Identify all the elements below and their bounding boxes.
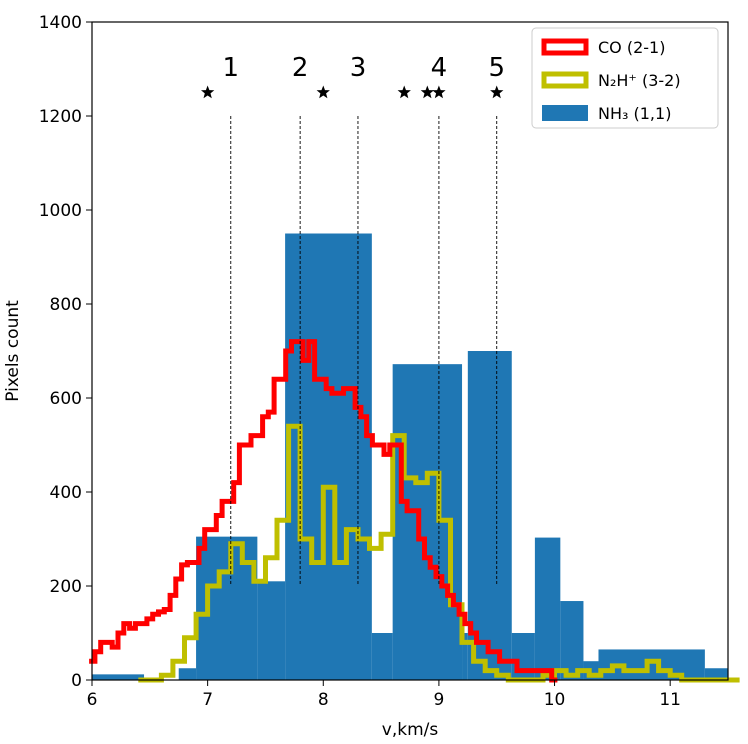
y-tick-label-600: 600 xyxy=(50,389,82,409)
y-tick-label-200: 200 xyxy=(50,577,82,597)
nh3-bar-0 xyxy=(92,674,145,680)
x-axis-label: v,km/s xyxy=(382,720,439,740)
y-tick-label-1200: 1200 xyxy=(39,107,82,127)
star-marker-5 xyxy=(432,85,446,99)
annotation-number-4: 4 xyxy=(431,53,448,83)
series-lines xyxy=(89,339,740,683)
star-marker-1 xyxy=(201,85,215,99)
legend-label-co: CO (2-1) xyxy=(598,38,665,57)
annotation-number-3: 3 xyxy=(350,53,367,83)
y-tick-label-0: 0 xyxy=(71,671,82,691)
n2h-step-line xyxy=(138,423,740,683)
x-tick-label-11: 11 xyxy=(659,690,681,710)
nh3-bar-15 xyxy=(704,668,728,680)
axes: 6 7 8 9 10 11 0 200 400 600 800 1000 1200 1400 xyxy=(39,13,681,710)
annotations: 1 2 3 4 5 xyxy=(201,53,505,586)
nh3-bar-12 xyxy=(560,601,584,680)
star-marker-6 xyxy=(490,85,504,99)
x-tick-label-9: 9 xyxy=(433,690,444,710)
x-tick-label-8: 8 xyxy=(318,690,329,710)
y-tick-label-400: 400 xyxy=(50,483,82,503)
annotation-number-2: 2 xyxy=(292,53,309,83)
co-step-line xyxy=(89,339,558,683)
star-marker-4 xyxy=(420,85,434,99)
annotation-number-1: 1 xyxy=(222,53,239,83)
nh3-bar-9 xyxy=(467,351,512,680)
x-tick-label-10: 10 xyxy=(544,690,566,710)
plot-frame xyxy=(91,21,729,681)
legend-label-n2h: N₂H⁺ (3-2) xyxy=(598,71,681,90)
nh3-bar-4 xyxy=(257,581,286,680)
y-tick-label-1400: 1400 xyxy=(39,13,82,33)
annotation-number-5: 5 xyxy=(488,53,505,83)
x-tick-label-6: 6 xyxy=(87,690,98,710)
nh3-bar-2 xyxy=(178,668,197,680)
legend-swatch-nh3 xyxy=(542,105,588,121)
star-marker-3 xyxy=(397,85,411,99)
nh3-bar-8 xyxy=(462,633,468,680)
legend-label-nh3: NH₃ (1,1) xyxy=(598,104,671,123)
y-tick-label-800: 800 xyxy=(50,295,82,315)
legend-swatch-co xyxy=(541,38,589,56)
nh3-bar-11 xyxy=(534,537,561,680)
star-marker-2 xyxy=(316,85,330,99)
legend: CO (2-1) N₂H⁺ (3-2) NH₃ (1,1) xyxy=(531,27,719,129)
x-tick-label-7: 7 xyxy=(202,690,213,710)
nh3-bar-6 xyxy=(371,633,393,680)
y-tick-label-1000: 1000 xyxy=(39,201,82,221)
y-axis-label: Pixels count xyxy=(3,300,23,402)
legend-swatch-n2h xyxy=(541,71,589,89)
